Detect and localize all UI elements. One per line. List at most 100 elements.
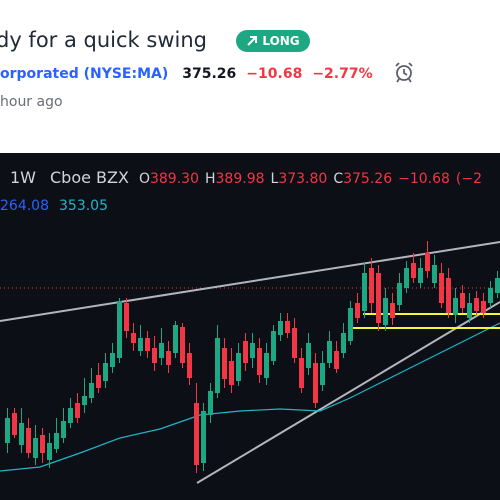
lower-trendline (196, 301, 500, 484)
candle-body (208, 391, 213, 415)
candle-body (425, 253, 430, 271)
close-label: C (333, 171, 344, 187)
candle-body (166, 351, 171, 365)
candle-body (341, 333, 346, 353)
candle-body (313, 363, 318, 403)
low-value: 373.80 (278, 171, 328, 187)
long-badge[interactable]: LONG (236, 30, 310, 52)
candle-body (495, 278, 500, 293)
alarm-clock-icon[interactable] (392, 60, 416, 84)
candle-body (292, 328, 297, 358)
candle-body (215, 338, 220, 393)
candle-body (299, 358, 304, 388)
ohlc-header: 1W Cboe BZX O 389.30 H 389.98 L 373.80 C 375… (10, 168, 482, 187)
candle-body (306, 343, 311, 368)
candle-body (460, 293, 465, 308)
candle-body (271, 331, 276, 361)
candle-body (257, 348, 262, 375)
upper-trendline (0, 241, 500, 322)
ma1-value: 264.08 (0, 198, 49, 214)
candle-body (467, 303, 472, 318)
candle-body (33, 438, 38, 458)
candle-body (355, 303, 360, 318)
candle-body (187, 353, 192, 378)
candle-body (180, 327, 185, 363)
candle-body (348, 308, 353, 341)
header-change-percent: (−2 (455, 171, 483, 187)
idea-title: dy for a quick swing (0, 28, 207, 52)
open-value: 389.30 (149, 171, 199, 187)
candle-body (131, 333, 136, 343)
last-price: 375.26 (182, 66, 237, 82)
candle-body (26, 428, 31, 453)
candle-body (194, 403, 199, 465)
candle-body (110, 353, 115, 367)
candle-body (40, 435, 45, 453)
candle-body (418, 268, 423, 283)
candle-body (236, 353, 241, 381)
ticker-row: orporated (NYSE:MA) 375.26 −10.68 −2.77% (0, 65, 373, 83)
candle-body (278, 321, 283, 335)
candle-body (68, 408, 73, 423)
candle-body (453, 298, 458, 315)
candle-body (54, 433, 59, 449)
ticker-name-link[interactable]: orporated (NYSE:MA) (0, 66, 169, 82)
candle-body (446, 278, 451, 313)
candle-body (222, 348, 227, 379)
high-label: H (204, 171, 216, 187)
candle-body (173, 325, 178, 353)
candle-body (89, 383, 94, 398)
candle-body (285, 321, 290, 333)
candle-body (264, 353, 269, 378)
candle-body (481, 301, 486, 313)
candle-body (5, 418, 10, 443)
open-label: O (138, 171, 150, 187)
candle-body (334, 351, 339, 369)
candle-body (397, 283, 402, 305)
candle-body (327, 341, 332, 363)
candle-body (12, 413, 17, 435)
candle-body (82, 396, 87, 405)
candle-body (19, 423, 24, 445)
candle-body (75, 403, 80, 418)
interval-label[interactable]: 1W (10, 168, 36, 187)
moving-average-values: 264.08 353.05 (0, 198, 108, 214)
candle-body (47, 443, 52, 460)
low-label: L (270, 171, 279, 187)
candle-body (250, 343, 255, 358)
candle-body (439, 273, 444, 303)
candle-body (320, 363, 325, 385)
arrow-up-right-icon (247, 36, 258, 46)
source-label: Cboe BZX (50, 168, 129, 187)
candle-body (117, 301, 122, 358)
candle-body (383, 298, 388, 325)
candle-body (474, 298, 479, 311)
header-change: −10.68 (398, 171, 450, 187)
badge-label: LONG (262, 34, 300, 48)
candle-body (138, 338, 143, 351)
candle-body (362, 273, 367, 311)
moving-average-line (0, 322, 500, 472)
candle-body (145, 338, 150, 351)
candle-body (390, 303, 395, 318)
candle-body (159, 343, 164, 358)
candle-body (404, 268, 409, 288)
published-time: hour ago (0, 94, 63, 110)
candle-body (201, 411, 206, 463)
price-change-percent: −2.77% (312, 66, 373, 82)
candle-body (411, 263, 416, 278)
candle-body (488, 288, 493, 303)
price-chart[interactable] (0, 153, 500, 500)
candle-body (96, 375, 101, 388)
candle-body (152, 348, 157, 363)
ma2-value: 353.05 (59, 198, 108, 214)
close-value: 375.26 (343, 171, 393, 187)
candle-body (376, 273, 381, 323)
high-value: 389.98 (215, 171, 265, 187)
candle-body (61, 421, 66, 438)
price-change: −10.68 (246, 66, 303, 82)
chart-area[interactable] (0, 153, 500, 500)
candle-body (432, 265, 437, 283)
candle-body (229, 361, 234, 385)
candle-body (103, 363, 108, 381)
